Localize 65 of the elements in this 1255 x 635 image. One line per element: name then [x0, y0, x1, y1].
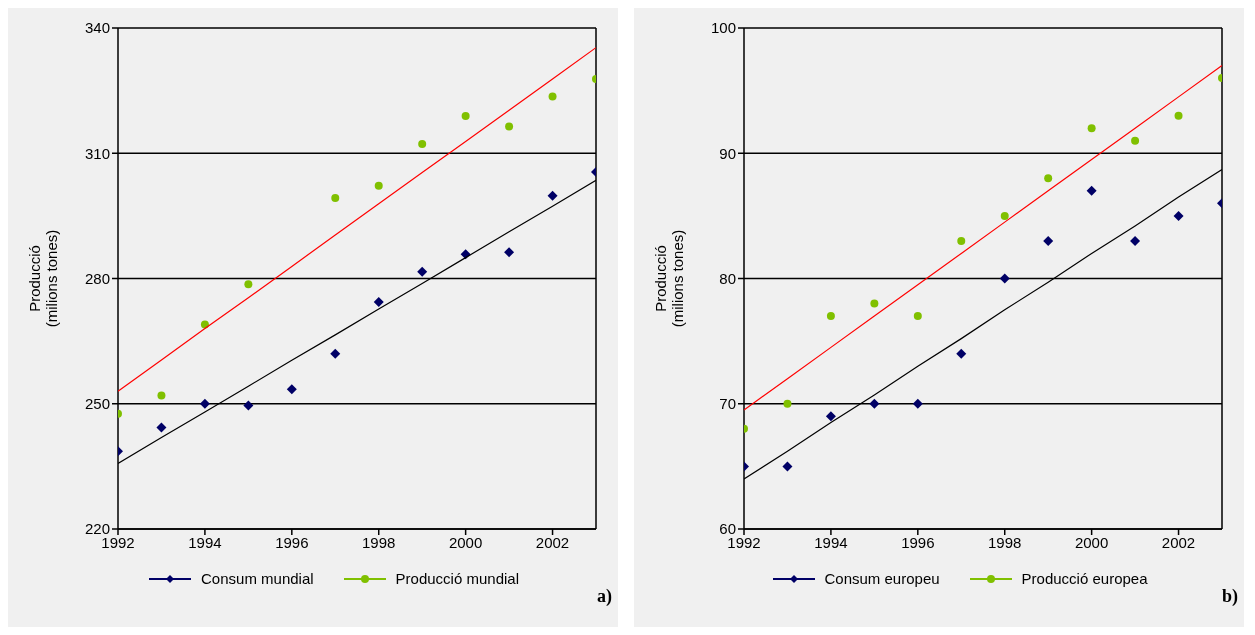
point [157, 391, 166, 400]
point [461, 112, 470, 121]
point [286, 384, 297, 395]
point [782, 461, 793, 472]
y-tick-label: 340 [84, 19, 110, 37]
point [547, 190, 558, 201]
y-axis-title: Producció (milions tones) [26, 229, 60, 328]
point [548, 92, 557, 101]
point [912, 398, 923, 409]
point [825, 411, 836, 422]
point [505, 122, 514, 131]
point [999, 273, 1010, 284]
x-tick-label: 1998 [362, 533, 396, 551]
x-tick-label: 1996 [275, 533, 309, 551]
point [956, 348, 967, 359]
y-tick-label: 80 [719, 269, 736, 287]
point [1087, 124, 1096, 133]
y-axis-title: Producció (milions tones) [652, 229, 686, 328]
point [418, 140, 427, 149]
y-tick-label: 250 [84, 395, 110, 413]
point [244, 280, 253, 289]
point [200, 320, 209, 329]
point [1131, 136, 1140, 145]
point [417, 266, 428, 277]
x-tick-label: 2000 [1074, 533, 1109, 551]
legend-label: Producció mundial [395, 570, 519, 587]
point [330, 348, 341, 359]
point [1174, 111, 1183, 120]
y-tick-label: 310 [84, 144, 110, 162]
point [1044, 174, 1053, 183]
point [243, 400, 254, 411]
point [957, 236, 966, 245]
point [199, 398, 210, 409]
point [1043, 235, 1054, 246]
y-tick-label: 100 [710, 19, 736, 37]
point [913, 312, 922, 321]
point [783, 399, 792, 408]
point [1000, 211, 1009, 220]
point [504, 247, 515, 258]
x-tick-label: 1994 [188, 533, 222, 551]
legend-label: Consum europeu [824, 570, 940, 587]
y-tick-label: 70 [719, 395, 736, 413]
legend-label: Producció europea [1021, 570, 1148, 587]
x-tick-label: 2002 [535, 533, 570, 551]
x-tick-label: 2000 [448, 533, 483, 551]
text: b) [1221, 586, 1238, 607]
point [826, 312, 835, 321]
x-tick-label: 2002 [1161, 533, 1196, 551]
legend-label: Consum mundial [201, 570, 314, 587]
y-tick-label: 90 [719, 144, 736, 162]
point [156, 422, 167, 433]
point [869, 398, 880, 409]
point [460, 249, 471, 260]
point [1086, 185, 1097, 196]
x-tick-label: 1998 [988, 533, 1022, 551]
x-tick-label: 1996 [901, 533, 935, 551]
point [373, 296, 384, 307]
point [331, 193, 340, 202]
y-tick-label: 280 [84, 269, 110, 287]
text: a) [597, 586, 612, 607]
x-tick-label: 1994 [814, 533, 848, 551]
point [1130, 235, 1141, 246]
point [870, 299, 879, 308]
point [1173, 210, 1184, 221]
point [374, 181, 383, 190]
